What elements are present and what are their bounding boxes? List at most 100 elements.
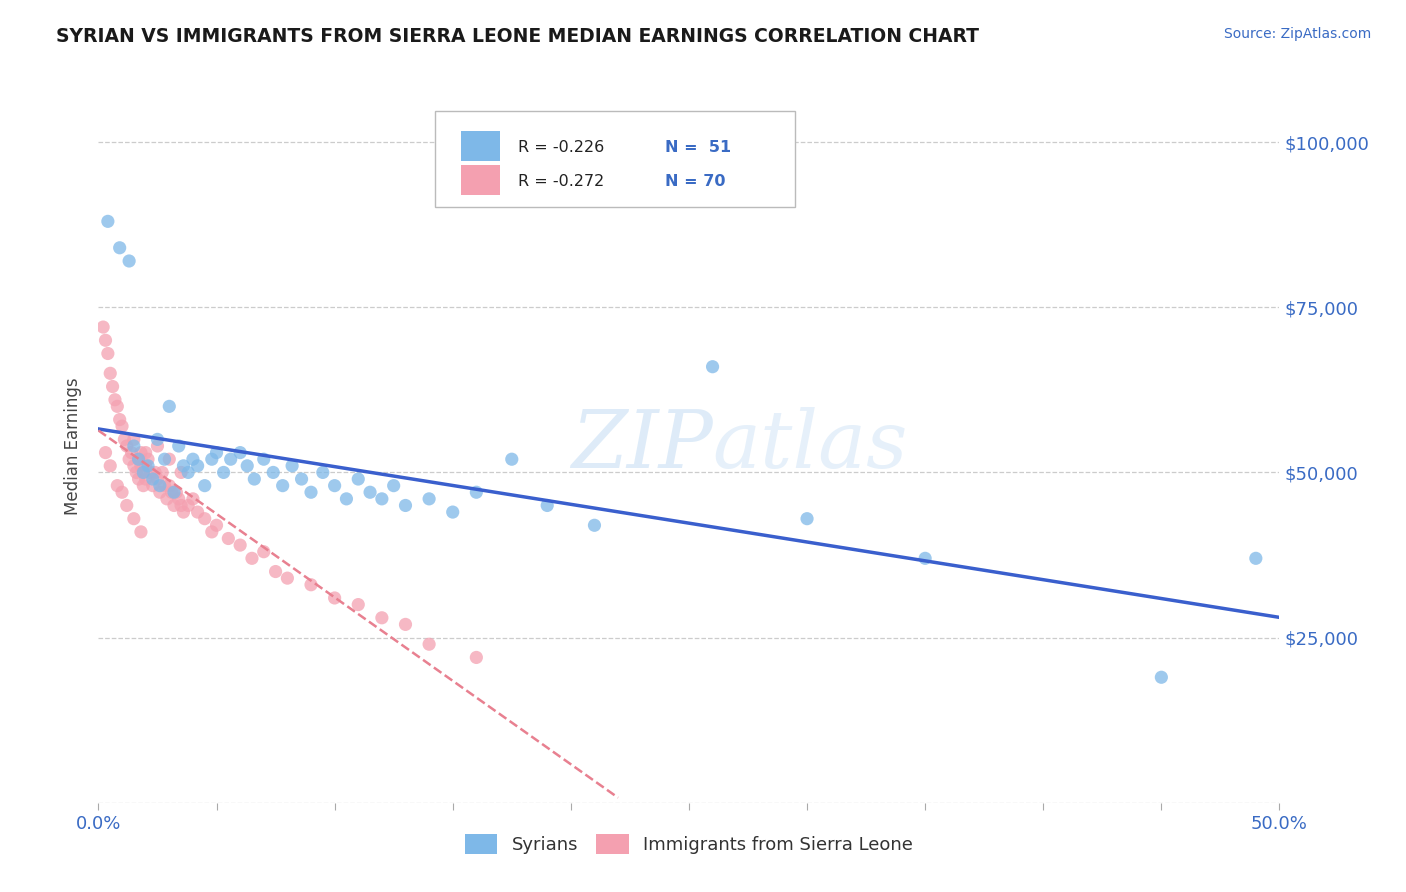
Point xyxy=(167,491,190,506)
Point xyxy=(281,458,304,473)
Point xyxy=(122,433,145,447)
Point xyxy=(229,538,252,552)
Point xyxy=(132,466,155,480)
Point xyxy=(122,511,145,525)
Point xyxy=(132,466,155,480)
Point xyxy=(121,445,143,459)
Point xyxy=(194,511,217,525)
Point xyxy=(146,433,169,447)
Point xyxy=(97,214,120,228)
Y-axis label: Median Earnings: Median Earnings xyxy=(65,377,83,515)
Point xyxy=(156,491,179,506)
Point xyxy=(111,485,134,500)
Text: SYRIAN VS IMMIGRANTS FROM SIERRA LEONE MEDIAN EARNINGS CORRELATION CHART: SYRIAN VS IMMIGRANTS FROM SIERRA LEONE M… xyxy=(56,27,979,45)
Point xyxy=(115,439,138,453)
Point xyxy=(128,472,150,486)
Point xyxy=(796,511,818,525)
Point xyxy=(112,433,135,447)
Point xyxy=(262,466,284,480)
Point xyxy=(371,611,394,625)
Point xyxy=(129,445,152,459)
Point xyxy=(98,458,121,473)
Point xyxy=(441,505,464,519)
Point xyxy=(465,485,488,500)
Point xyxy=(157,400,180,414)
Point xyxy=(163,499,186,513)
Point xyxy=(129,458,152,473)
Point xyxy=(118,452,141,467)
Point xyxy=(128,452,150,467)
Point xyxy=(217,532,239,546)
Point xyxy=(135,445,157,459)
Point xyxy=(181,491,204,506)
Point xyxy=(323,478,346,492)
Point xyxy=(312,466,335,480)
Point xyxy=(236,458,259,473)
FancyBboxPatch shape xyxy=(434,111,796,207)
Point xyxy=(299,485,322,500)
Point xyxy=(201,452,224,467)
Point xyxy=(172,505,194,519)
Point xyxy=(187,505,209,519)
Text: ZIP: ZIP xyxy=(571,408,713,484)
Point xyxy=(264,565,287,579)
Point xyxy=(149,478,172,492)
Point xyxy=(128,452,150,467)
Point xyxy=(205,445,228,459)
Point xyxy=(136,458,159,473)
Point xyxy=(111,419,134,434)
Point xyxy=(240,551,263,566)
Point xyxy=(583,518,606,533)
Point xyxy=(135,472,157,486)
Point xyxy=(105,478,128,492)
Point xyxy=(94,333,117,347)
Point xyxy=(165,485,187,500)
Point xyxy=(465,650,488,665)
Point xyxy=(135,458,157,473)
Point xyxy=(219,452,242,467)
Point xyxy=(418,637,440,651)
Point xyxy=(1150,670,1173,684)
Point xyxy=(101,379,124,393)
Text: R = -0.226: R = -0.226 xyxy=(517,140,605,155)
Point xyxy=(118,254,141,268)
Point xyxy=(418,491,440,506)
Point xyxy=(187,458,209,473)
Point xyxy=(108,412,131,426)
Point xyxy=(323,591,346,605)
Point xyxy=(129,524,152,539)
Point xyxy=(359,485,381,500)
Point xyxy=(163,485,186,500)
Point xyxy=(91,320,114,334)
Point xyxy=(371,491,394,506)
Point xyxy=(105,400,128,414)
Point xyxy=(299,578,322,592)
Point xyxy=(149,485,172,500)
Point xyxy=(143,466,166,480)
Point xyxy=(122,458,145,473)
Point xyxy=(181,452,204,467)
Point xyxy=(170,499,193,513)
Text: N = 70: N = 70 xyxy=(665,175,725,189)
Point xyxy=(139,466,162,480)
Point xyxy=(177,466,200,480)
Point xyxy=(132,478,155,492)
Point xyxy=(177,499,200,513)
FancyBboxPatch shape xyxy=(461,165,501,194)
Point xyxy=(335,491,357,506)
Point xyxy=(382,478,405,492)
Point xyxy=(160,485,183,500)
Point xyxy=(170,466,193,480)
Point xyxy=(146,439,169,453)
Point xyxy=(194,478,217,492)
Point xyxy=(212,466,235,480)
Point xyxy=(97,346,120,360)
Point xyxy=(501,452,523,467)
Point xyxy=(146,472,169,486)
Point xyxy=(153,452,176,467)
Point xyxy=(201,524,224,539)
Point xyxy=(276,571,298,585)
Point xyxy=(347,472,370,486)
Point xyxy=(108,241,131,255)
FancyBboxPatch shape xyxy=(461,130,501,161)
